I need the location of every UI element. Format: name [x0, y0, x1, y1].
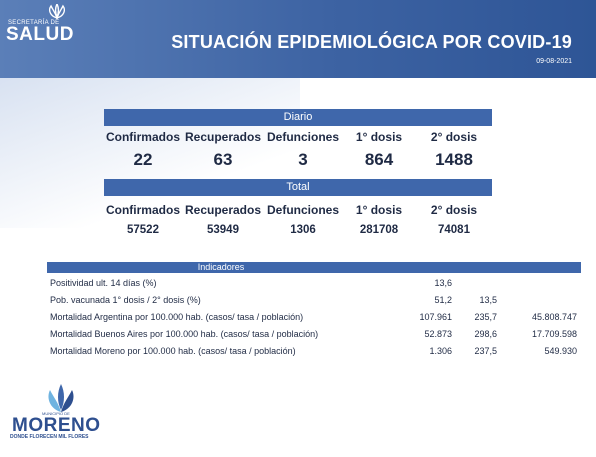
report-date: 09-08-2021 [536, 58, 572, 65]
diario-value-dosis1: 864 [364, 150, 394, 169]
indicator-value-1: 13,6 [434, 278, 452, 288]
flower-icon [48, 4, 66, 20]
diario-header-dosis1: 1° dosis [355, 130, 403, 144]
indicator-row: Mortalidad Moreno por 100.000 hab. (caso… [50, 346, 580, 360]
total-value-row: 57522 53949 1306 281708 74081 [104, 224, 492, 236]
diario-value-recuperados: 63 [213, 150, 233, 169]
total-value-confirmados: 57522 [127, 224, 159, 236]
indicator-label: Positividad ult. 14 días (%) [50, 278, 157, 288]
total-header-recuperados: Recuperados [184, 203, 262, 217]
logo-moreno: MORENO [12, 415, 101, 436]
indicator-value-1: 107.961 [419, 312, 452, 322]
logo-tagline: DONDE FLORECEN MIL FLORES [10, 434, 89, 440]
logo-municipio: MUNICIPIO DE [42, 411, 70, 416]
total-title-bar: Total [104, 179, 492, 196]
diario-value-defunciones: 3 [298, 150, 308, 169]
diario-header-dosis2: 2° dosis [430, 130, 478, 144]
indicator-value-3: 549.930 [544, 346, 577, 356]
indicator-label: Mortalidad Argentina por 100.000 hab. (c… [50, 312, 304, 322]
indicadores-bar [47, 262, 581, 273]
indicator-value-3: 45.808.747 [531, 312, 577, 322]
total-value-dosis2: 74081 [438, 224, 470, 236]
diario-header-defunciones: Defunciones [266, 130, 339, 144]
indicator-value-2: 237,5 [474, 346, 497, 356]
header-bar [0, 0, 596, 78]
indicator-value-1: 52.873 [424, 329, 452, 339]
total-header-dosis2: 2° dosis [430, 203, 478, 217]
indicator-row: Mortalidad Buenos Aires por 100.000 hab.… [50, 329, 580, 343]
indicator-row: Pob. vacunada 1° dosis / 2° dosis (%) 51… [50, 295, 580, 309]
total-value-recuperados: 53949 [207, 224, 239, 236]
page-title: SITUACIÓN EPIDEMIOLÓGICA POR COVID-19 [171, 32, 572, 52]
total-header-dosis1: 1° dosis [355, 203, 403, 217]
indicator-value-2: 298,6 [474, 329, 497, 339]
indicator-row: Positividad ult. 14 días (%) 13,6 [50, 278, 580, 292]
moreno-logo: MUNICIPIO DE MORENO DONDE FLORECEN MIL F… [8, 382, 123, 442]
indicator-label: Mortalidad Moreno por 100.000 hab. (caso… [50, 346, 296, 356]
indicator-row: Mortalidad Argentina por 100.000 hab. (c… [50, 312, 580, 326]
diario-header-confirmados: Confirmados [105, 130, 180, 144]
indicator-value-2: 13,5 [479, 295, 497, 305]
indicator-label: Pob. vacunada 1° dosis / 2° dosis (%) [50, 295, 201, 305]
total-value-dosis1: 281708 [359, 224, 399, 236]
diario-value-dosis2: 1488 [435, 150, 473, 169]
indicadores-title: Indicadores [197, 262, 245, 272]
indicator-label: Mortalidad Buenos Aires por 100.000 hab.… [50, 329, 319, 339]
indicator-value-1: 1.306 [429, 346, 452, 356]
diario-header-row: Confirmados Recuperados Defunciones 1° d… [104, 130, 492, 144]
flower-icon [48, 384, 74, 412]
logo-subtitle: SECRETARÍA DE [8, 20, 60, 26]
salud-logo: SECRETARÍA DE SALUD [6, 4, 74, 45]
total-header-confirmados: Confirmados [105, 203, 180, 217]
total-header-defunciones: Defunciones [266, 203, 339, 217]
background-diagonal [0, 78, 300, 228]
diario-value-row: 22 63 3 864 1488 [104, 150, 492, 170]
total-header-row: Confirmados Recuperados Defunciones 1° d… [104, 203, 492, 217]
logo-title: SALUD [6, 24, 74, 45]
indicator-value-1: 51,2 [434, 295, 452, 305]
diario-value-confirmados: 22 [133, 150, 153, 169]
indicator-value-2: 235,7 [474, 312, 497, 322]
diario-title-bar: Diario [104, 109, 492, 126]
indicator-value-3: 17.709.598 [531, 329, 577, 339]
total-value-defunciones: 1306 [290, 224, 316, 236]
diario-header-recuperados: Recuperados [184, 130, 262, 144]
